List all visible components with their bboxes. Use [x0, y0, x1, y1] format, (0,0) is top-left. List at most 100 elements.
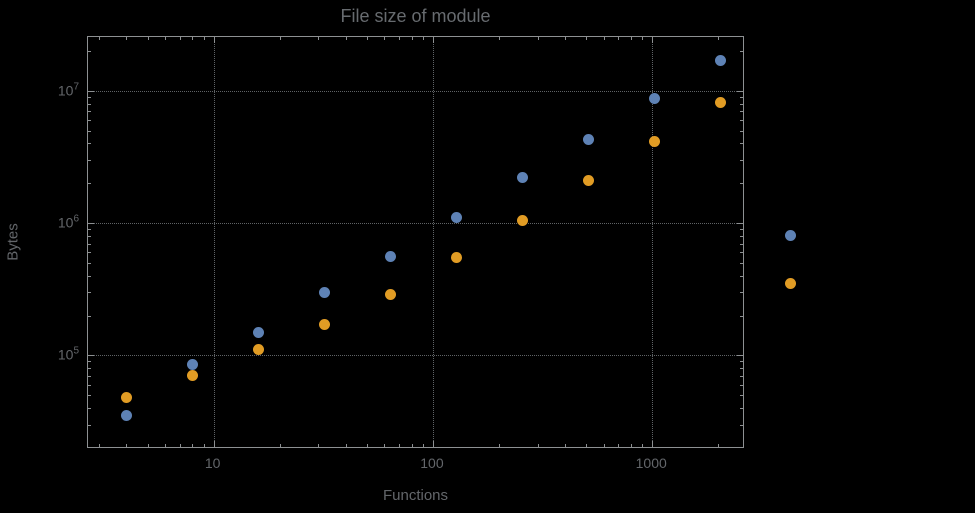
data-point-orange [582, 174, 594, 186]
y-minor-tick [88, 130, 91, 132]
data-point-blue [516, 172, 528, 184]
data-point-orange [648, 136, 660, 148]
y-minor-tick [88, 262, 91, 264]
x-minor-tick [384, 37, 386, 40]
x-minor-tick [366, 444, 368, 447]
data-point-blue [318, 286, 330, 298]
data-point-orange [120, 392, 132, 404]
y-minor-tick [740, 120, 743, 122]
y-minor-tick [88, 292, 91, 294]
y-minor-tick [740, 103, 743, 105]
y-minor-tick [88, 375, 91, 377]
y-minor-tick [740, 424, 743, 426]
x-minor-tick [564, 37, 566, 40]
x-minor-tick [279, 37, 281, 40]
y-minor-tick [88, 50, 91, 52]
data-point-blue [252, 326, 264, 338]
data-point-blue [582, 133, 594, 145]
x-minor-tick [345, 444, 347, 447]
x-gridline [652, 37, 654, 447]
y-minor-tick [740, 50, 743, 52]
y-major-tick [737, 223, 743, 225]
x-major-tick [432, 37, 434, 43]
x-minor-tick [398, 444, 400, 447]
y-minor-tick [88, 424, 91, 426]
legend-marker-blue [785, 230, 796, 241]
y-minor-tick [88, 252, 91, 254]
x-minor-tick [603, 444, 605, 447]
y-minor-tick [88, 229, 91, 231]
x-minor-tick [618, 444, 620, 447]
x-minor-tick [192, 37, 194, 40]
y-minor-tick [740, 368, 743, 370]
y-minor-tick [88, 368, 91, 370]
y-tick-label: 107 [57, 81, 79, 99]
data-point-blue [450, 212, 462, 224]
y-minor-tick [740, 252, 743, 254]
x-minor-tick [603, 37, 605, 40]
x-minor-tick [165, 37, 166, 40]
x-major-tick [432, 441, 434, 447]
x-minor-tick [498, 444, 500, 447]
legend [785, 230, 796, 289]
data-point-orange [252, 344, 264, 356]
x-minor-tick [384, 444, 386, 447]
y-minor-tick [740, 143, 743, 145]
x-minor-tick [192, 444, 194, 447]
x-minor-tick [126, 37, 128, 40]
y-minor-tick [740, 111, 743, 113]
x-minor-tick [498, 37, 500, 40]
x-minor-tick [318, 37, 320, 40]
x-tick-label: 100 [420, 455, 444, 471]
y-major-tick [88, 355, 94, 357]
y-major-tick [737, 355, 743, 357]
x-major-tick [213, 37, 215, 43]
data-point-orange [516, 214, 528, 226]
y-minor-tick [740, 315, 743, 317]
y-minor-tick [88, 159, 91, 161]
y-major-tick [88, 90, 94, 92]
x-gridline [432, 37, 434, 447]
y-minor-tick [88, 408, 91, 410]
x-minor-tick [564, 444, 566, 447]
x-minor-tick [98, 444, 100, 447]
y-minor-tick [88, 111, 91, 113]
x-minor-tick [630, 444, 632, 447]
data-point-blue [384, 250, 396, 262]
y-minor-tick [88, 120, 91, 122]
x-minor-tick [147, 37, 149, 40]
data-point-orange [714, 96, 726, 108]
y-minor-tick [88, 183, 91, 185]
x-minor-tick [279, 444, 281, 447]
plot-area [87, 36, 744, 448]
y-minor-tick [88, 143, 91, 145]
x-minor-tick [642, 444, 644, 447]
x-tick-label: 10 [204, 455, 221, 471]
data-point-orange [384, 288, 396, 300]
x-major-tick [652, 37, 654, 43]
data-point-orange [450, 251, 462, 263]
x-minor-tick [345, 37, 347, 40]
y-tick-label: 106 [57, 213, 79, 231]
x-minor-tick [411, 37, 413, 40]
y-minor-tick [88, 243, 91, 245]
y-axis-label: Bytes [4, 223, 22, 261]
y-minor-tick [88, 361, 91, 363]
y-minor-tick [88, 275, 91, 277]
y-minor-tick [740, 262, 743, 264]
x-minor-tick [537, 444, 539, 447]
data-point-blue [186, 359, 198, 371]
x-minor-tick [586, 37, 588, 40]
legend-marker-orange [785, 278, 796, 289]
y-minor-tick [740, 235, 743, 237]
y-tick-label: 105 [57, 346, 79, 363]
y-minor-tick [740, 159, 743, 161]
x-minor-tick [366, 37, 368, 40]
y-minor-tick [88, 315, 91, 317]
x-gridline [213, 37, 215, 447]
y-minor-tick [740, 229, 743, 231]
y-minor-tick [740, 395, 743, 397]
data-point-blue [120, 410, 132, 422]
y-minor-tick [88, 96, 91, 98]
